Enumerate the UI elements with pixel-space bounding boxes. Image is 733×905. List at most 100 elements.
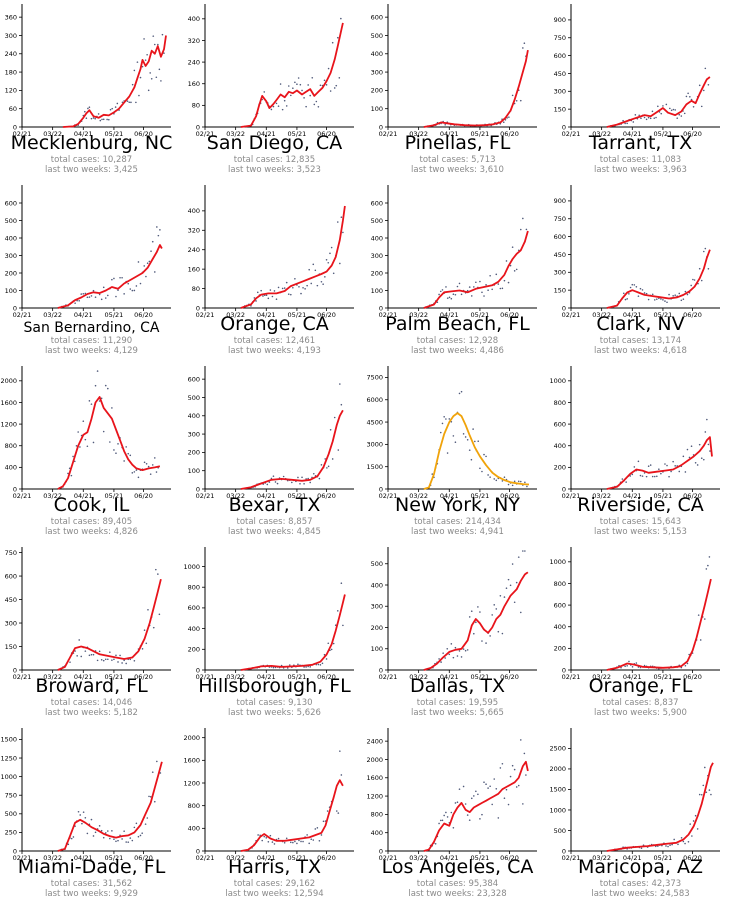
daily-point [684, 471, 687, 473]
x-tick-label: 03/22 [592, 130, 611, 138]
daily-point [641, 475, 644, 477]
daily-point [143, 38, 145, 40]
daily-point [692, 820, 695, 822]
daily-point [77, 431, 79, 433]
x-tick-label: 06/20 [500, 673, 519, 681]
daily-point [508, 116, 510, 118]
daily-point [693, 279, 696, 281]
y-tick-label: 0 [196, 123, 200, 131]
daily-point [306, 284, 308, 287]
daily-point [707, 83, 710, 86]
daily-point [153, 457, 156, 459]
x-tick-label: 05/21 [288, 673, 307, 681]
trend-line [62, 35, 167, 128]
daily-point [304, 288, 306, 290]
daily-point [143, 461, 146, 464]
y-tick-label: 0 [379, 304, 383, 312]
daily-point [507, 483, 510, 486]
daily-point [443, 415, 445, 418]
x-tick-label: 03/22 [409, 130, 428, 138]
daily-point [300, 292, 302, 295]
y-tick-label: 240 [188, 58, 200, 66]
daily-point [458, 788, 461, 790]
daily-point [626, 298, 628, 300]
daily-point [320, 464, 323, 466]
daily-point [90, 295, 93, 297]
daily-point [340, 216, 343, 219]
last-two-weeks-label: last two weeks: [45, 708, 111, 718]
daily-point [115, 654, 117, 657]
total-cases-label: total cases: [50, 155, 100, 165]
chart-plot: 0 80 160 240 320 400 02/21 03/22 04/21 05/21 06/20 [188, 185, 354, 319]
daily-point [439, 819, 442, 822]
daily-point [524, 481, 526, 484]
daily-point [256, 291, 259, 294]
daily-point [638, 114, 640, 117]
trend-line [423, 230, 529, 309]
daily-point [438, 822, 440, 825]
county-title: Mecklenburg, NC [10, 132, 173, 154]
daily-point [629, 286, 632, 289]
daily-point [477, 440, 480, 443]
last-two-weeks-value: 5,153 [662, 527, 687, 537]
x-tick-label: 02/21 [562, 130, 581, 138]
daily-point [79, 814, 82, 816]
y-tick-label: 6000 [366, 396, 383, 404]
x-tick-label: 03/22 [592, 311, 611, 319]
county-title: Maricopa, AZ [578, 856, 703, 878]
daily-point [340, 582, 343, 585]
y-tick-label: 320 [188, 37, 200, 45]
daily-point [143, 629, 146, 631]
daily-point [704, 431, 707, 433]
daily-point [94, 117, 97, 120]
daily-point [466, 438, 469, 441]
x-tick-label: 02/21 [196, 492, 215, 500]
daily-point [525, 228, 528, 231]
daily-point [450, 811, 453, 814]
last-two-weeks-label: last two weeks: [411, 708, 477, 718]
y-tick-label: 100 [5, 287, 17, 295]
daily-point [115, 452, 117, 454]
daily-point [312, 839, 315, 841]
daily-point [272, 475, 275, 477]
y-tick-label: 200 [371, 269, 383, 277]
daily-point [125, 446, 127, 448]
daily-point [318, 477, 321, 480]
county-chart: 0 400 800 1200 1600 2000 02/21 03/22 04/21 05/21 0… [0, 362, 183, 543]
x-tick-label: 03/22 [409, 311, 428, 319]
daily-point [115, 840, 117, 843]
daily-point [509, 775, 512, 778]
daily-point [113, 277, 115, 280]
daily-point [460, 656, 463, 658]
daily-point [515, 581, 518, 584]
daily-point [270, 108, 273, 111]
total-cases-label: total cases: [50, 336, 100, 346]
daily-point [501, 762, 504, 765]
x-tick-label: 04/21 [74, 492, 93, 500]
y-tick-label: 300 [5, 32, 17, 40]
daily-point [123, 830, 125, 832]
last-two-weeks-label: last two weeks: [591, 889, 658, 899]
daily-point [439, 290, 442, 293]
daily-point [322, 820, 325, 823]
daily-point [145, 275, 147, 278]
x-tick-label: 06/20 [134, 854, 153, 862]
daily-point [338, 77, 341, 79]
daily-point [104, 297, 107, 299]
daily-point [135, 469, 138, 471]
x-tick-label: 05/21 [105, 311, 124, 319]
daily-point [92, 289, 95, 292]
daily-point [700, 105, 703, 108]
daily-point [691, 835, 693, 837]
daily-point [316, 284, 319, 287]
daily-point [113, 658, 115, 661]
daily-point [121, 838, 123, 840]
county-chart: 0 100 200 300 400 500 02/21 03/22 04/21 05/21 06/2… [366, 543, 549, 724]
daily-point [497, 283, 500, 285]
x-tick-label: 03/22 [592, 854, 611, 862]
daily-point [434, 842, 437, 845]
daily-point [327, 642, 330, 645]
y-tick-label: 600 [554, 52, 566, 60]
daily-point [161, 33, 164, 36]
